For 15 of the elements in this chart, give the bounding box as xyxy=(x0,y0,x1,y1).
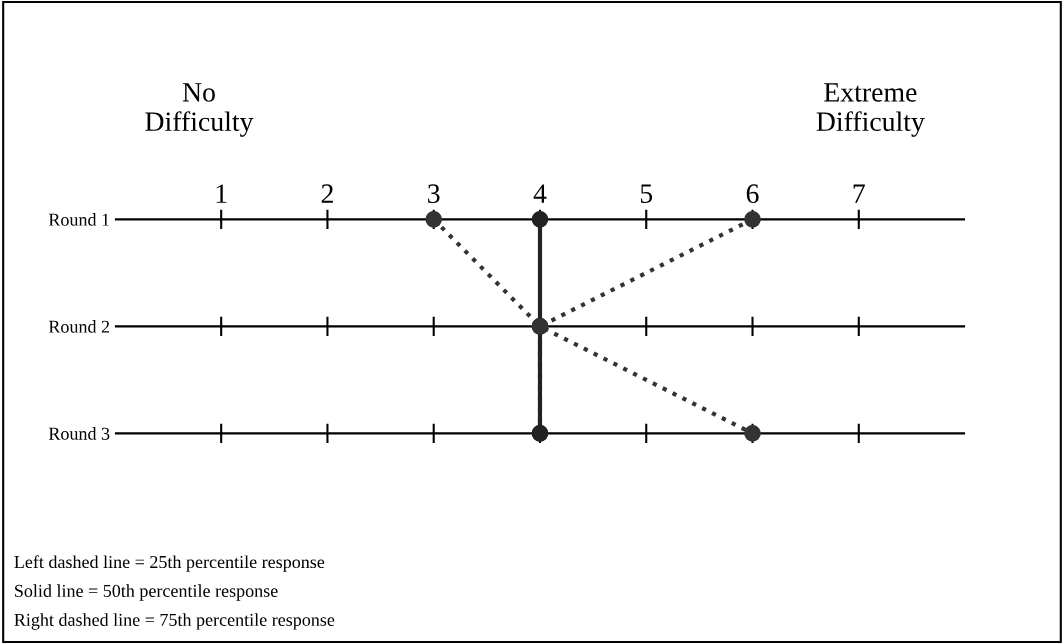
x-tick-label: 6 xyxy=(746,184,759,204)
x-tick-label: 1 xyxy=(216,184,227,203)
x-tick-label: 2 xyxy=(321,184,333,203)
x-tick-label: 4 xyxy=(533,184,547,203)
text: Right dashed line = 75th percentile response xyxy=(14,613,335,630)
y-tick-label: Round 3 xyxy=(48,427,110,440)
x-tick-label: 5 xyxy=(640,184,653,204)
text: No Difficulty xyxy=(145,83,254,137)
text: Left dashed line = 25th percentile response xyxy=(14,555,325,572)
y-tick-label: Round 1 xyxy=(48,213,109,226)
x-tick-label: 7 xyxy=(853,184,865,203)
text: Solid line = 50th percentile response xyxy=(15,584,278,601)
text: Extreme Difficulty xyxy=(816,83,925,137)
x-tick-label: 3 xyxy=(428,184,440,204)
y-tick-label: Round 2 xyxy=(48,320,110,333)
